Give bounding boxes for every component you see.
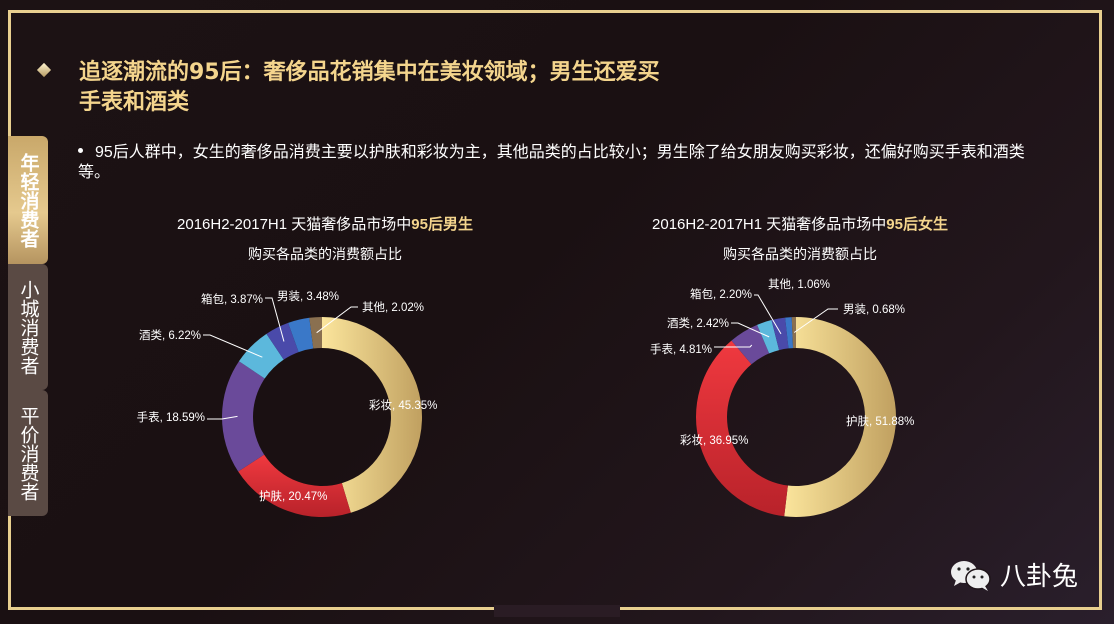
donut-slice[interactable] bbox=[731, 324, 770, 365]
slice-label: 箱包, 3.87% bbox=[201, 292, 263, 306]
slice-label: 男装, 3.48% bbox=[277, 290, 339, 303]
slice-label: 手表, 4.81% bbox=[650, 342, 712, 356]
slice-label: 护肤, 20.47% bbox=[259, 489, 327, 503]
slice-label: 酒类, 2.42% bbox=[667, 316, 729, 330]
slice-label: 酒类, 6.22% bbox=[139, 328, 201, 342]
donut-slice[interactable] bbox=[288, 317, 314, 353]
donut-slice[interactable] bbox=[785, 317, 794, 349]
donut-slice[interactable] bbox=[695, 340, 788, 517]
summary-bullet: 95后人群中，女生的奢侈品消费主要以护肤和彩妆为主，其他品类的占比较小；男生除了… bbox=[78, 144, 1025, 181]
donut-slice[interactable] bbox=[222, 361, 265, 472]
donut-slice[interactable] bbox=[238, 454, 351, 517]
slice-label: 彩妆, 36.95% bbox=[680, 434, 748, 447]
side-tabs: 年轻消费者 小城消费者 平价消费者 bbox=[8, 136, 48, 516]
donut-slice[interactable] bbox=[309, 317, 322, 349]
tab-smalltown-consumers[interactable]: 小城消费者 bbox=[8, 264, 48, 390]
female-chart-subtitle: 购买各品类的消费额占比 bbox=[723, 247, 877, 263]
male-chart-subtitle: 购买各品类的消费额占比 bbox=[248, 247, 402, 263]
female-chart-title: 2016H2-2017H1 天猫奢侈品市场中95后女生 bbox=[652, 216, 948, 233]
wechat-icon bbox=[951, 560, 991, 591]
slice-label: 其他, 2.02% bbox=[362, 301, 424, 314]
male-donut-chart: 彩妆, 45.35% 护肤, 20.47% 手表, 18.59% 酒类, 6.22% 箱… bbox=[137, 290, 437, 517]
slice-label: 男装, 0.68% bbox=[843, 303, 905, 316]
donut-slice[interactable] bbox=[322, 317, 422, 513]
donut-slice[interactable] bbox=[791, 317, 796, 349]
page-title: 追逐潮流的95后：奢侈品花销集中在美妆领域；男生还爱买 手表和酒类 bbox=[79, 60, 660, 115]
donut-slice[interactable] bbox=[266, 322, 299, 360]
slice-label: 其他, 1.06% bbox=[768, 278, 830, 291]
female-donut-chart: 护肤, 51.88% 彩妆, 36.95% 手表, 4.81% 酒类, 2.42% 箱包… bbox=[650, 278, 914, 517]
bullet-dot-icon bbox=[78, 148, 83, 154]
frame-gap bbox=[494, 605, 620, 617]
donut-slice[interactable] bbox=[238, 333, 284, 379]
slice-label: 彩妆, 45.35% bbox=[369, 399, 437, 412]
donut-slice[interactable] bbox=[784, 317, 896, 517]
slice-label: 护肤, 51.88% bbox=[846, 414, 914, 428]
slice-label: 箱包, 2.20% bbox=[690, 287, 752, 301]
brand-watermark: 八卦兔 bbox=[948, 556, 1078, 593]
tab-budget-consumers[interactable]: 平价消费者 bbox=[8, 390, 48, 516]
slice-label: 手表, 18.59% bbox=[137, 410, 205, 424]
male-chart-title: 2016H2-2017H1 天猫奢侈品市场中95后男生 bbox=[177, 216, 473, 233]
tab-young-consumers[interactable]: 年轻消费者 bbox=[8, 136, 48, 264]
